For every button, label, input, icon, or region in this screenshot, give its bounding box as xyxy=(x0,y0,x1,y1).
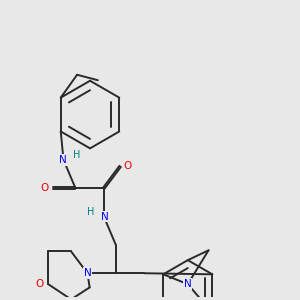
Text: N: N xyxy=(184,279,192,289)
Text: O: O xyxy=(35,279,44,289)
Text: H: H xyxy=(73,151,80,160)
Text: N: N xyxy=(101,212,109,221)
Text: N: N xyxy=(84,268,91,278)
Text: H: H xyxy=(87,207,94,217)
Text: N: N xyxy=(58,155,66,165)
Text: O: O xyxy=(40,183,49,193)
Text: O: O xyxy=(124,161,132,171)
